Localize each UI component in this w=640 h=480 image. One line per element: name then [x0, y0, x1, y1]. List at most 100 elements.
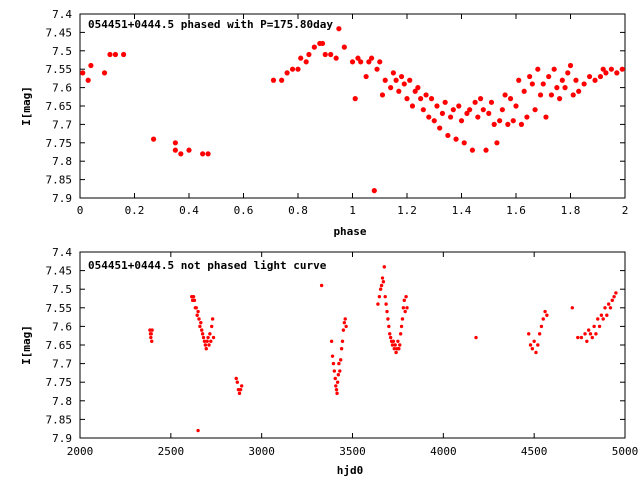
- phased-data-point: [186, 147, 192, 153]
- phased-data-point: [396, 88, 402, 94]
- unphased-ytick-label: 7.7: [52, 358, 72, 371]
- unphased-ytick-label: 7.75: [46, 376, 73, 389]
- phased-ytick-label: 7.45: [46, 26, 73, 39]
- unphased-data-point: [588, 332, 593, 336]
- phased-data-point: [390, 70, 396, 76]
- phased-data-point: [494, 140, 500, 146]
- phased-data-point: [306, 51, 312, 58]
- unphased-ytick-label: 7.5: [52, 283, 72, 296]
- phased-xtick-label: 1.6: [506, 204, 526, 217]
- unphased-data-point: [528, 343, 533, 347]
- phased-data-point: [371, 188, 377, 194]
- unphased-data-point: [586, 328, 591, 332]
- unphased-data-point: [196, 428, 200, 433]
- unphased-data-point: [208, 332, 212, 336]
- phased-data-point: [450, 107, 456, 113]
- phased-xtick-label: 0.2: [125, 204, 145, 217]
- unphased-data-point: [541, 317, 545, 321]
- phased-xticks: 0 0.2 0.4 0.6 0.8 1 1.2 1.4 1.6 1.8 2: [77, 14, 628, 217]
- phased-data-point: [205, 151, 211, 157]
- phased-data-point: [499, 107, 505, 113]
- phased-data-point: [377, 59, 383, 65]
- unphased-xticks: 2000 2500 3000 3500 4000 4500 5000: [67, 252, 638, 458]
- unphased-data-point: [200, 328, 204, 332]
- phased-data-point: [270, 77, 277, 83]
- unphased-data-point: [612, 294, 616, 299]
- unphased-data-point: [387, 324, 391, 329]
- unphased-data-point: [532, 339, 536, 343]
- phased-data-point: [284, 70, 290, 76]
- unphased-data-point: [330, 354, 335, 358]
- phased-xtick-label: 1: [349, 204, 356, 217]
- unphased-data-point: [383, 294, 387, 299]
- unphased-data-point: [592, 324, 596, 329]
- unphased-data-point: [207, 343, 211, 347]
- phased-data-point: [319, 40, 326, 47]
- phased-data-point: [464, 110, 470, 116]
- unphased-data-point: [234, 376, 238, 381]
- phased-data-point: [486, 110, 492, 116]
- phased-ytick-label: 7.6: [52, 82, 72, 95]
- unphased-data-point: [331, 361, 336, 366]
- unphased-data-point: [198, 324, 202, 329]
- phased-data-point: [472, 99, 478, 105]
- unphased-data-point: [191, 294, 196, 299]
- unphased-data-point: [150, 328, 154, 332]
- phased-data-point: [497, 118, 503, 124]
- unphased-data-point: [192, 298, 197, 303]
- phased-data-point: [303, 59, 309, 65]
- phased-x-axis-label: phase: [333, 225, 366, 238]
- phased-data-point: [467, 107, 473, 113]
- unphased-xtick-label: 3000: [248, 445, 275, 458]
- unphased-data-point: [344, 324, 348, 329]
- unphased-data-point: [401, 306, 406, 310]
- phased-data-point: [614, 70, 620, 76]
- phased-data-point: [412, 88, 418, 94]
- phased-data-point: [475, 114, 481, 120]
- phased-data-point: [379, 92, 386, 98]
- unphased-data-point: [388, 332, 392, 336]
- unphased-data-point: [210, 317, 215, 321]
- phased-ytick-label: 7.9: [52, 192, 72, 205]
- phased-data-point: [546, 73, 552, 80]
- phased-data-point: [592, 77, 598, 83]
- unphased-data-point: [150, 339, 154, 343]
- unphased-chart: 2000 2500 3000 3500 4000 4500 5000 7.47.457.57…: [20, 246, 638, 477]
- phased-data-point: [328, 51, 334, 58]
- unphased-data-point: [583, 332, 587, 336]
- phased-ytick-label: 7.8: [52, 155, 72, 168]
- phased-data-point: [491, 121, 497, 127]
- phased-data-point: [311, 44, 317, 50]
- phased-data-point: [382, 77, 388, 83]
- phased-data-point: [480, 107, 486, 113]
- unphased-points: [148, 265, 618, 433]
- phased-data-point: [172, 147, 178, 153]
- unphased-data-point: [570, 306, 575, 310]
- unphased-ytick-label: 7.85: [46, 413, 73, 426]
- unphased-ytick-label: 7.8: [52, 395, 72, 408]
- unphased-data-point: [380, 276, 385, 280]
- unphased-data-point: [338, 358, 343, 362]
- unphased-data-point: [343, 317, 347, 321]
- unphased-data-point: [197, 317, 201, 321]
- phased-data-point: [88, 62, 94, 69]
- phased-ytick-label: 7.85: [46, 174, 73, 187]
- unphased-data-point: [390, 343, 395, 347]
- phased-chart: 0 0.2 0.4 0.6 0.8 1 1.2 1.4 1.6 1.8 2 7.47.457.57.…: [20, 8, 628, 238]
- phased-data-point: [341, 44, 347, 50]
- unphased-data-point: [338, 369, 342, 373]
- phased-data-point: [562, 85, 568, 91]
- phased-data-point: [518, 121, 525, 127]
- unphased-data-point: [209, 339, 213, 343]
- phased-data-point: [121, 51, 127, 58]
- unphased-data-point: [202, 339, 207, 343]
- unphased-data-point: [388, 335, 393, 340]
- unphased-ytick-label: 7.65: [46, 339, 73, 352]
- phased-data-point: [85, 77, 91, 83]
- phased-data-point: [80, 70, 86, 76]
- unphased-data-point: [391, 339, 396, 343]
- unphased-data-point: [237, 391, 242, 396]
- unphased-data-point: [398, 332, 403, 336]
- phased-data-point: [557, 96, 563, 102]
- unphased-data-point: [576, 335, 580, 340]
